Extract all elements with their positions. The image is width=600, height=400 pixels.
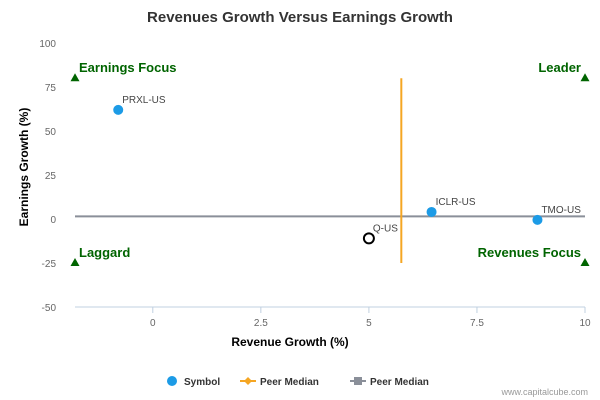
quadrant-marker bbox=[70, 258, 80, 266]
x-tick-label: 5 bbox=[366, 318, 372, 329]
data-point bbox=[532, 214, 543, 225]
chart-title: Revenues Growth Versus Earnings Growth bbox=[147, 9, 453, 26]
legend-square-icon bbox=[354, 377, 362, 385]
legend-item-label: Peer Median bbox=[260, 377, 319, 388]
credit-text: www.capitalcube.com bbox=[500, 387, 588, 397]
data-point-label: Q-US bbox=[373, 223, 398, 234]
data-point bbox=[362, 232, 375, 245]
legend-diamond-icon bbox=[244, 377, 252, 385]
y-tick-label: 75 bbox=[45, 83, 57, 94]
y-tick-label: -50 bbox=[42, 303, 57, 314]
data-point-label: PRXL-US bbox=[122, 95, 166, 106]
quadrant-label: Earnings Focus bbox=[79, 60, 177, 75]
quadrant-label: Laggard bbox=[79, 245, 130, 260]
y-tick-label: 100 bbox=[39, 39, 56, 50]
legend-item-label: Peer Median bbox=[370, 377, 429, 388]
y-tick-label: -25 bbox=[42, 259, 57, 270]
quadrant-label: Leader bbox=[538, 60, 581, 75]
x-tick-label: 7.5 bbox=[470, 318, 484, 329]
data-point-label: ICLR-US bbox=[436, 197, 476, 208]
legend-item-label: Symbol bbox=[184, 377, 220, 388]
y-axis-title: Earnings Growth (%) bbox=[17, 108, 31, 227]
legend-symbol-icon bbox=[167, 376, 177, 386]
data-point bbox=[113, 104, 124, 115]
x-tick-label: 2.5 bbox=[254, 318, 268, 329]
quadrant-label: Revenues Focus bbox=[478, 245, 581, 260]
x-tick-label: 10 bbox=[579, 318, 591, 329]
plot-area: 0 2.5 5 7.5 10 -50 -25 0 25 50 75 100 Earnings Focus… bbox=[39, 39, 591, 329]
x-axis-title: Revenue Growth (%) bbox=[231, 335, 348, 349]
legend: Symbol Peer Median Peer Median bbox=[167, 376, 429, 388]
quadrant-marker bbox=[70, 73, 80, 82]
y-tick-label: 25 bbox=[45, 171, 57, 182]
data-point bbox=[426, 206, 437, 217]
quadrant-marker bbox=[580, 258, 590, 266]
data-point-label: TMO-US bbox=[541, 205, 581, 216]
x-tick-label: 0 bbox=[150, 318, 156, 329]
y-tick-label: 50 bbox=[45, 127, 57, 138]
quadrant-marker bbox=[580, 73, 590, 82]
y-tick-label: 0 bbox=[50, 215, 56, 226]
